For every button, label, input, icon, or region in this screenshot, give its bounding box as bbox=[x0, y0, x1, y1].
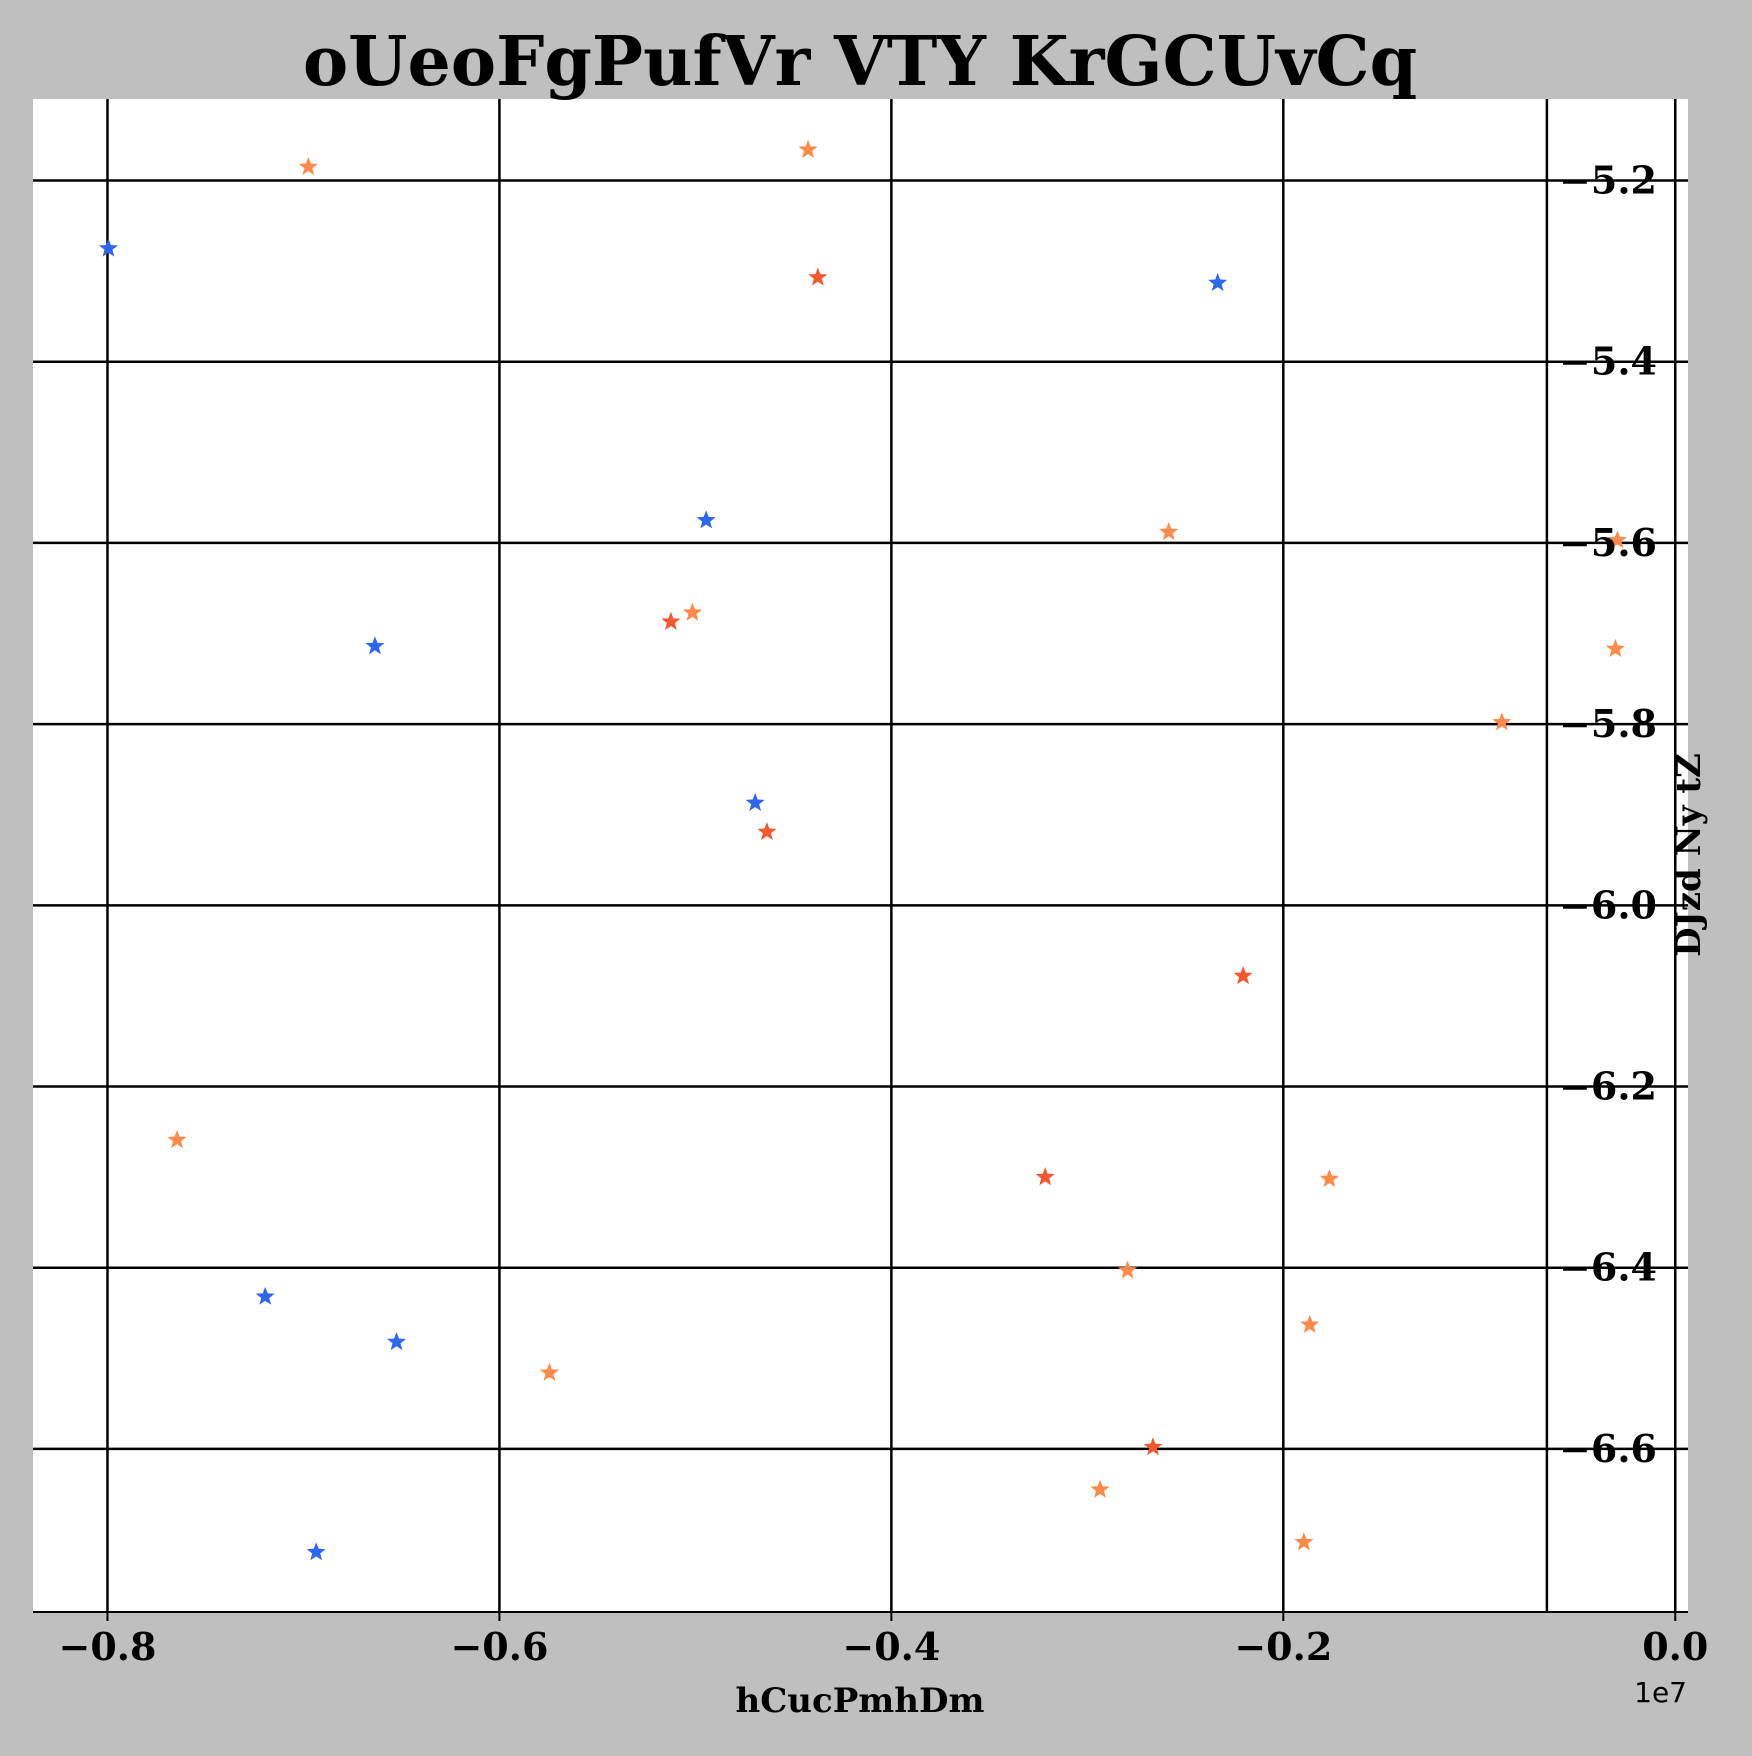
data-point bbox=[255, 1286, 275, 1305]
data-point bbox=[1605, 638, 1625, 658]
data-point bbox=[696, 510, 716, 529]
data-point bbox=[167, 1129, 187, 1149]
data-point bbox=[745, 792, 765, 812]
data-point bbox=[387, 1332, 407, 1351]
y-tick-label: −6.0 bbox=[1559, 882, 1657, 927]
x-tick-label: −0.6 bbox=[450, 1624, 548, 1669]
y-tick-label: −5.4 bbox=[1559, 339, 1657, 384]
x-axis-label: hCucPmhDm bbox=[736, 1681, 985, 1721]
y-ticks: −5.2 −5.4 −5.6 −5.8 −6.0 −6.2 −6.4 −6.6 bbox=[1559, 158, 1657, 1471]
scatter-series bbox=[98, 238, 1228, 1561]
scatter-series bbox=[661, 267, 1253, 1456]
data-point bbox=[1300, 1314, 1320, 1333]
y-tick-label: −6.6 bbox=[1559, 1426, 1657, 1471]
x-tick-label: −0.8 bbox=[58, 1624, 156, 1669]
data-point bbox=[757, 821, 777, 841]
x-offset-text: 1e7 bbox=[1634, 1676, 1687, 1709]
data-point bbox=[1118, 1260, 1138, 1279]
data-point bbox=[1159, 522, 1179, 541]
y-tick-label: −5.6 bbox=[1559, 520, 1657, 565]
x-tick-label: 0.0 bbox=[1642, 1624, 1708, 1669]
data-point bbox=[1319, 1168, 1339, 1188]
x-tick-label: −0.4 bbox=[842, 1624, 940, 1669]
data-point bbox=[798, 139, 818, 158]
data-point bbox=[1233, 966, 1253, 985]
data-point bbox=[1035, 1167, 1055, 1186]
data-point bbox=[682, 602, 702, 621]
data-points bbox=[98, 139, 1627, 1561]
y-tick-label: −6.4 bbox=[1559, 1245, 1657, 1290]
grid-lines bbox=[33, 99, 1688, 1612]
data-point bbox=[1090, 1479, 1110, 1498]
chart-title: oUeoFgPufVr VTY KrGCUvCq bbox=[303, 22, 1417, 102]
plot-area bbox=[33, 99, 1688, 1612]
data-point bbox=[539, 1362, 559, 1381]
data-point bbox=[1607, 530, 1627, 549]
data-point bbox=[298, 156, 318, 176]
y-tick-label: −6.2 bbox=[1559, 1064, 1657, 1109]
x-ticks: −0.8 −0.6 −0.4 −0.2 0.0 bbox=[58, 1612, 1708, 1669]
x-tick-label: −0.2 bbox=[1234, 1624, 1332, 1669]
data-point bbox=[98, 238, 118, 257]
data-point bbox=[1492, 712, 1512, 731]
data-point bbox=[306, 1542, 326, 1561]
data-point bbox=[1294, 1532, 1314, 1551]
data-point bbox=[661, 611, 681, 630]
data-point bbox=[808, 267, 828, 286]
data-point bbox=[1143, 1437, 1163, 1456]
y-axis-label: DJzd Ny tZ bbox=[1669, 753, 1709, 957]
y-tick-label: −5.2 bbox=[1559, 158, 1657, 203]
scatter-series bbox=[167, 139, 1627, 1551]
data-point bbox=[1208, 272, 1228, 292]
y-tick-label: −5.8 bbox=[1559, 701, 1657, 746]
data-point bbox=[365, 636, 385, 655]
